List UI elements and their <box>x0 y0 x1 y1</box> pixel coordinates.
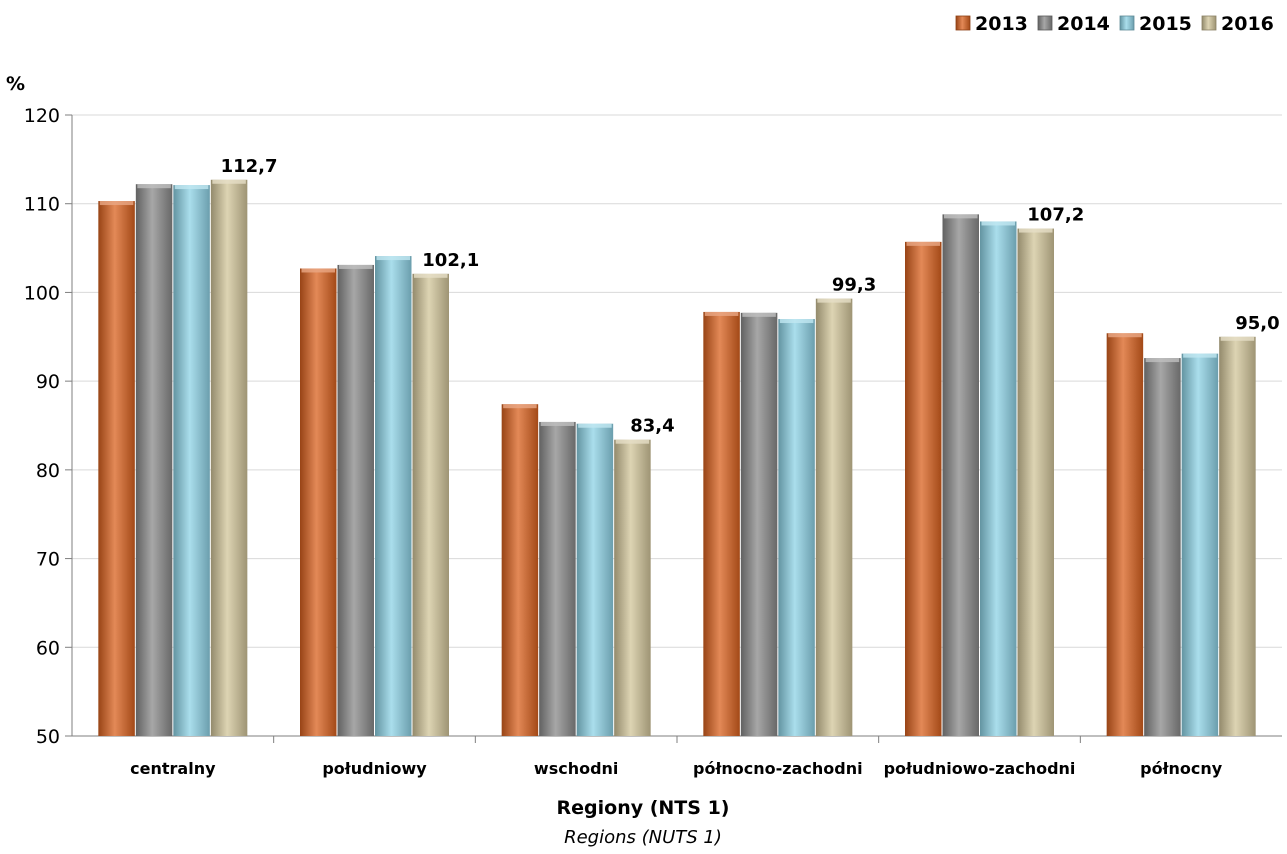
x-tick-label: południowy <box>322 759 427 778</box>
bar-2013-5 <box>1106 333 1144 736</box>
x-tick-label: południowo-zachodni <box>884 759 1076 778</box>
legend-swatch-2015 <box>1119 15 1135 31</box>
data-labels: 112,7 102,1 83,4 99,3 107,2 95,0 <box>221 156 1280 437</box>
bar-cap <box>503 404 537 409</box>
y-tick-label: 80 <box>36 460 60 482</box>
bar-2015-3 <box>778 319 815 736</box>
bar-cap <box>981 221 1015 226</box>
axes: 50 60 70 80 90 100 110 120 centralny południowy ws… <box>24 105 1282 778</box>
y-tick-label: 60 <box>36 637 60 659</box>
bar-2016-5 <box>1219 336 1256 736</box>
bar-2014-4 <box>942 214 979 737</box>
x-tick-label: północno-zachodni <box>693 759 863 778</box>
bar-2014-2 <box>539 421 576 736</box>
bar-cap <box>1220 336 1255 341</box>
bar-cap <box>817 298 851 303</box>
bar-2014-1 <box>337 264 374 736</box>
bar-cap <box>137 184 171 189</box>
legend-swatch-2013 <box>955 15 971 31</box>
x-tick-label: północny <box>1140 759 1223 778</box>
data-label: 112,7 <box>221 156 278 177</box>
legend-label-2015: 2015 <box>1139 13 1192 35</box>
bar-cap <box>742 312 776 317</box>
y-tick-label: 70 <box>36 549 60 571</box>
bar-cap <box>1108 333 1142 338</box>
y-tick-label: 90 <box>36 371 60 393</box>
legend: 2013 2014 2015 2016 <box>955 13 1274 35</box>
y-axis-label: % <box>6 73 25 95</box>
y-tick-label: 50 <box>36 726 60 748</box>
bar-cap <box>944 214 978 219</box>
x-axis-subtitle: Regions (NUTS 1) <box>564 827 722 848</box>
data-label: 107,2 <box>1027 205 1084 226</box>
bar-cap <box>1145 358 1180 363</box>
legend-label-2013: 2013 <box>975 13 1028 35</box>
bar-cap <box>174 185 209 190</box>
bar-cap <box>376 256 410 261</box>
gridlines <box>72 114 1282 648</box>
legend-label-2016: 2016 <box>1221 13 1274 35</box>
bar-2015-4 <box>980 221 1017 736</box>
bar-cap <box>906 241 940 246</box>
bar-cap <box>779 319 814 324</box>
bar-2014-0 <box>135 184 173 736</box>
bar-2016-0 <box>210 179 248 737</box>
data-label: 95,0 <box>1235 313 1279 334</box>
y-tick-label: 110 <box>24 194 60 216</box>
bar-2015-1 <box>375 256 412 736</box>
bar-2015-5 <box>1181 353 1219 736</box>
bar-cap <box>704 311 739 316</box>
bar-cap <box>615 439 650 444</box>
bar-cap <box>578 423 612 428</box>
bar-2014-5 <box>1144 358 1181 736</box>
data-label: 102,1 <box>422 250 479 271</box>
legend-swatch-2016 <box>1201 15 1217 31</box>
bar-cap <box>301 268 335 273</box>
bar-cap <box>540 421 575 426</box>
data-label: 83,4 <box>630 416 674 437</box>
bars <box>98 179 1256 737</box>
bar-cap <box>99 201 134 206</box>
bar-2013-2 <box>501 404 539 736</box>
bar-2016-3 <box>815 298 853 736</box>
x-axis-title: Regiony (NTS 1) <box>557 797 730 819</box>
bar-cap <box>1183 353 1217 358</box>
bar-2015-0 <box>173 185 210 736</box>
bar-2016-4 <box>1017 228 1054 736</box>
bar-cap <box>1019 228 1053 233</box>
bar-2016-2 <box>614 439 651 736</box>
legend-label-2014: 2014 <box>1057 13 1110 35</box>
bar-2013-4 <box>905 241 942 736</box>
y-tick-label: 100 <box>24 282 60 304</box>
x-tick-label: centralny <box>130 759 216 778</box>
bar-2014-3 <box>740 312 778 736</box>
x-tick-label: wschodni <box>534 759 619 778</box>
bar-2016-1 <box>412 273 449 736</box>
bar-2015-2 <box>576 423 614 736</box>
bar-cap <box>414 273 448 278</box>
bar-2013-1 <box>300 268 337 736</box>
y-tick-label: 120 <box>24 105 60 127</box>
data-label: 99,3 <box>832 275 876 296</box>
legend-swatch-2014 <box>1037 15 1053 31</box>
bar-2013-0 <box>98 201 135 736</box>
bar-2013-3 <box>703 311 740 736</box>
bar-cap <box>339 264 373 269</box>
bar-cap <box>212 179 246 184</box>
